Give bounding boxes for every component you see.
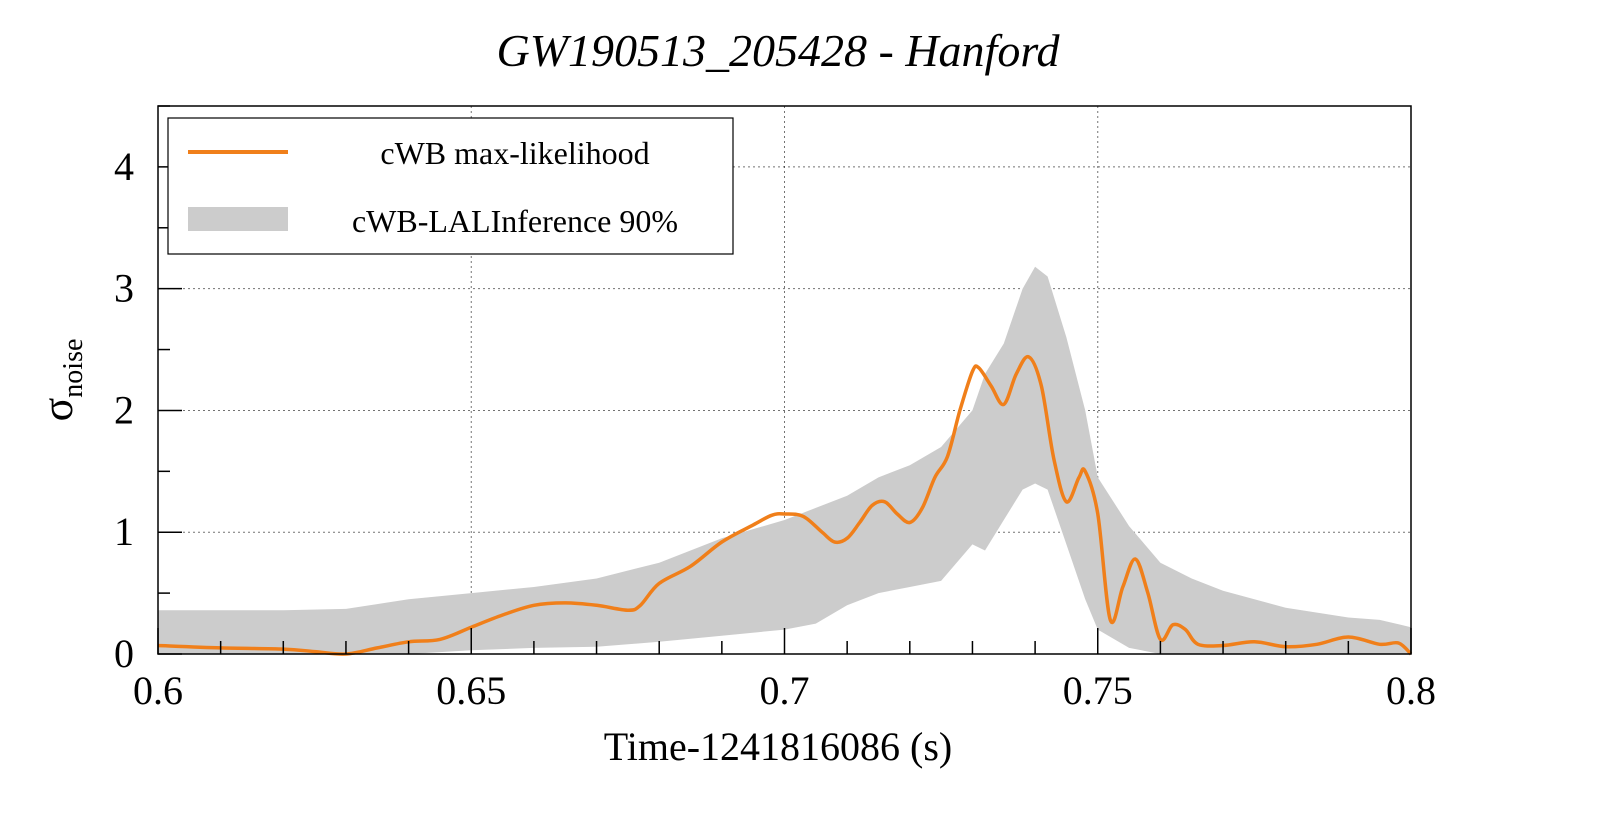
x-tick-label: 0.6 [133,668,183,713]
y-axis-label-main: σ [33,397,82,421]
svg-text:σnoise: σnoise [33,339,89,422]
y-tick-label: 0 [114,631,134,676]
y-tick-label: 2 [114,387,134,432]
x-axis-label: Time-1241816086 (s) [604,724,953,769]
y-axis-label: σnoise [33,339,89,422]
x-tick-label: 0.75 [1063,668,1133,713]
confidence-band [158,266,1411,654]
legend-band-swatch [188,207,288,231]
y-tick-label: 4 [114,144,134,189]
confidence-band-layer [158,266,1411,654]
legend: cWB max-likelihood cWB-LALInference 90% [167,117,734,255]
legend-label-band: cWB-LALInference 90% [352,203,678,239]
legend-box [167,117,734,255]
x-tick-labels: 0.6 0.65 0.7 0.75 0.8 [133,668,1436,713]
legend-label-max-likelihood: cWB max-likelihood [380,135,649,171]
x-tick-label: 0.65 [436,668,506,713]
y-tick-labels: 0 1 2 3 4 [114,144,134,676]
y-tick-label: 3 [114,266,134,311]
x-tick-label: 0.7 [760,668,810,713]
axis-ticks [157,105,1412,655]
y-tick-label: 1 [114,509,134,554]
max-likelihood-line-layer [157,354,1413,656]
chart-title: GW190513_205428 - Hanford [496,25,1060,76]
x-tick-label: 0.8 [1386,668,1436,713]
y-axis-label-subscript: noise [58,339,89,398]
max-likelihood-line [157,354,1413,656]
